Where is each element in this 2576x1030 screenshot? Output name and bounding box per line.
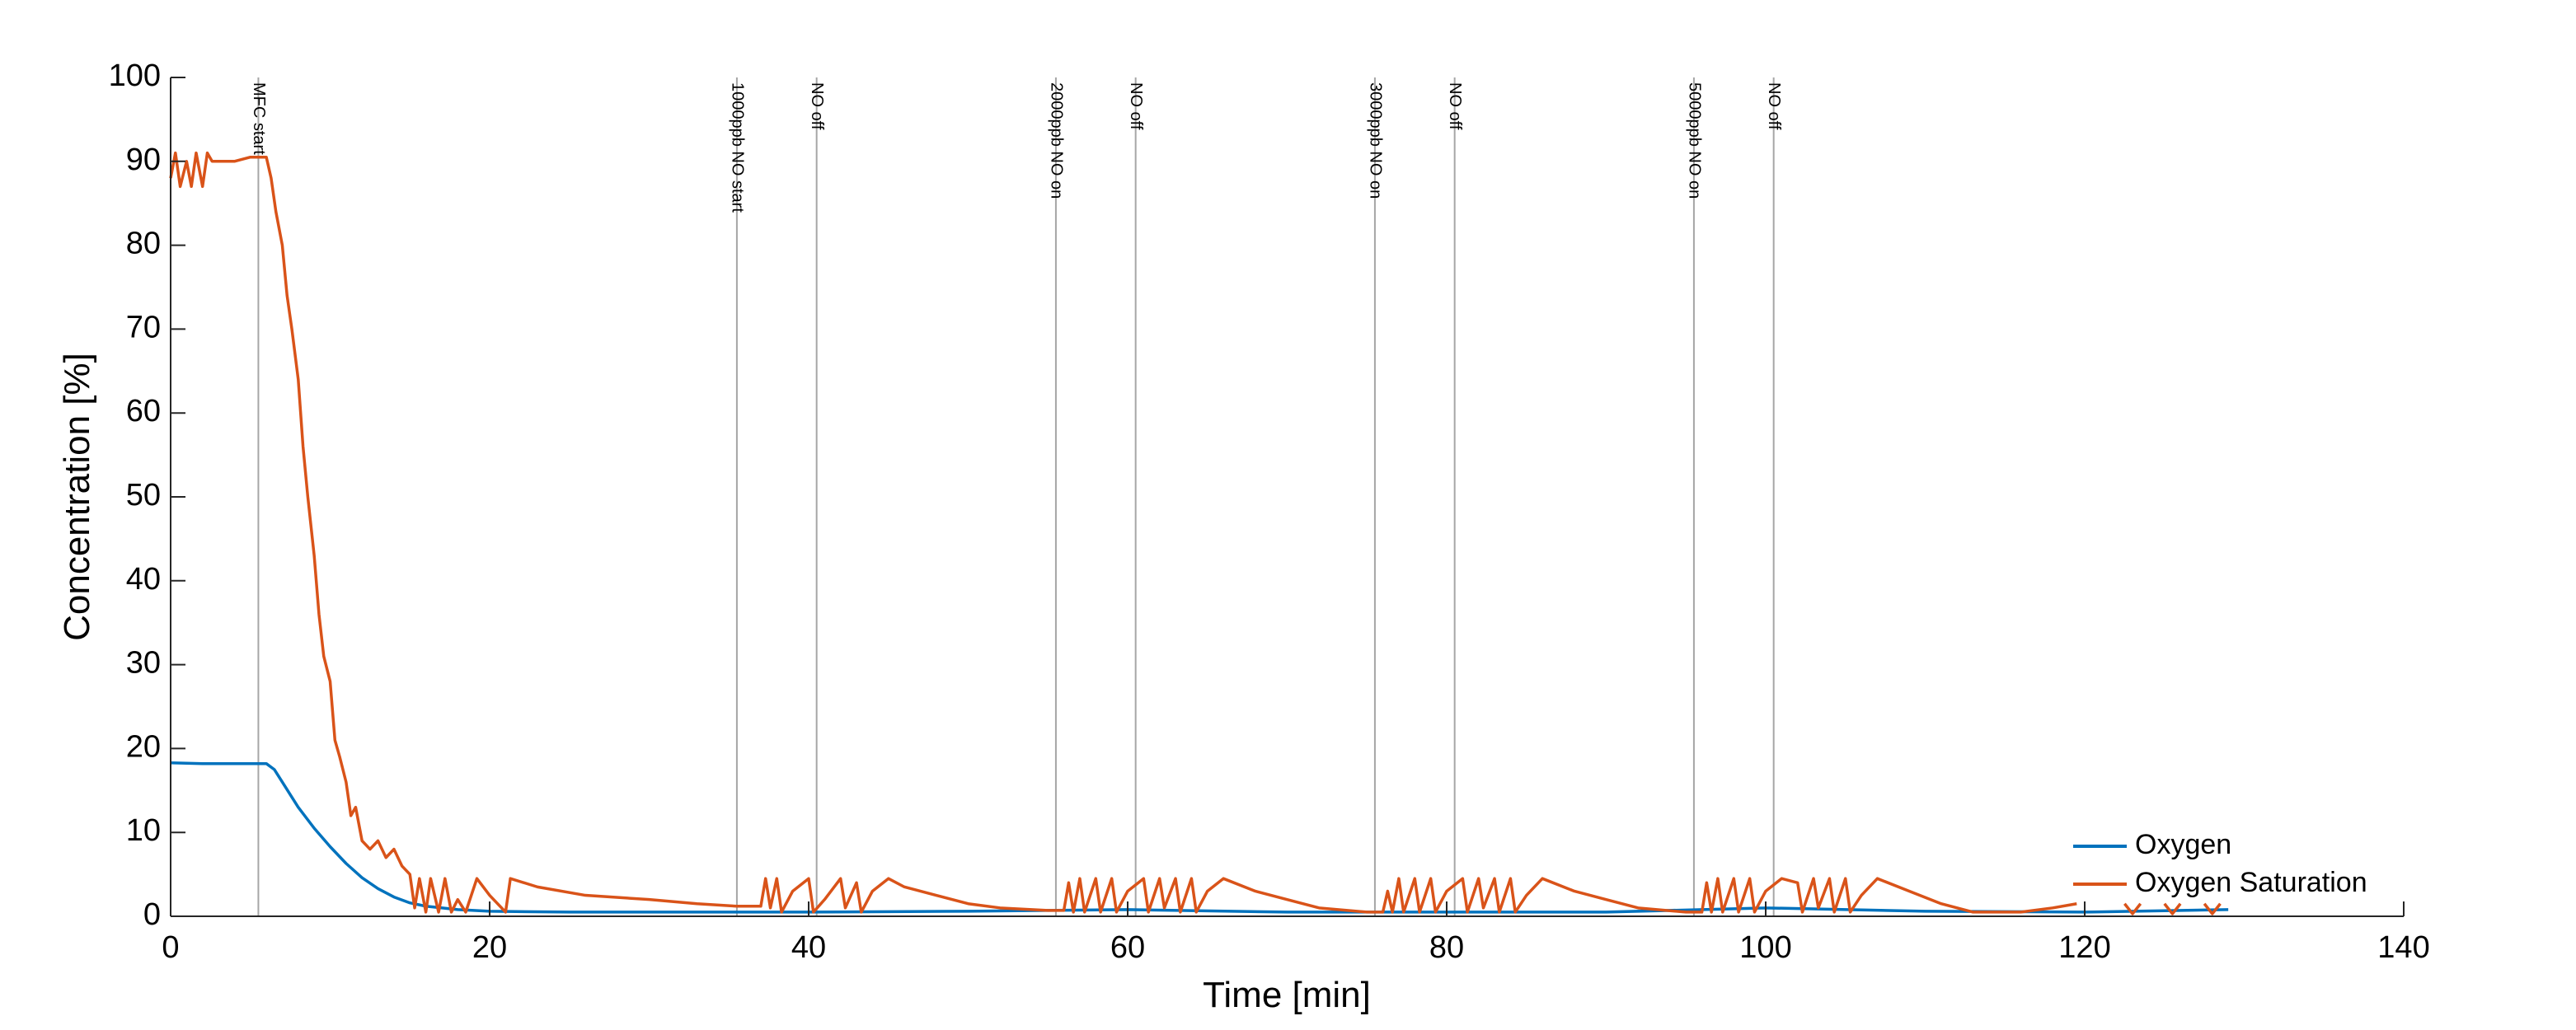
x-tick-label: 80 [1429,930,1464,965]
y-tick-label: 100 [109,59,161,93]
x-tick-label: 0 [162,930,179,965]
annotation-label: 5000ppb NO on [1685,82,1703,199]
x-tick-label: 20 [472,930,507,965]
legend-label: Oxygen Saturation [2135,867,2367,898]
x-tick-label: 120 [2058,930,2110,965]
annotation-label: 3000ppb NO on [1366,82,1384,199]
y-tick-label: 10 [126,813,161,848]
data-line [169,151,2077,914]
annotation-label: NO off [1765,82,1783,130]
y-tick-label: 90 [126,143,161,177]
y-tick-label: 40 [126,562,161,597]
annotation-label: NO off [1127,82,1145,130]
y-tick-label: 20 [126,729,161,764]
annotation-label: MFC start [250,82,268,155]
y-tick-label: 50 [126,478,161,513]
annotation-label: NO off [808,82,826,130]
data-line [2163,902,2182,915]
x-tick-label: 60 [1110,930,1145,965]
annotation-label: 2000ppb NO on [1047,82,1065,199]
y-tick-label: 30 [126,646,161,681]
annotation-label: 1000ppb NO start [728,82,746,213]
data-line [170,761,2229,914]
y-axis-label: Concentration [%] [57,353,97,641]
data-line [2203,902,2222,915]
y-tick-label: 80 [126,227,161,261]
y-tick-label: 60 [126,394,161,428]
y-tick-label: 70 [126,310,161,344]
x-axis-label: Time [min] [1203,975,1371,1015]
annotation-label: NO off [1446,82,1464,130]
legend-label: Oxygen [2135,829,2231,860]
y-tick-label: 0 [143,897,161,932]
x-tick-label: 100 [1739,930,1791,965]
x-tick-label: 140 [2377,930,2429,965]
data-line [2123,902,2142,915]
x-tick-label: 40 [791,930,826,965]
